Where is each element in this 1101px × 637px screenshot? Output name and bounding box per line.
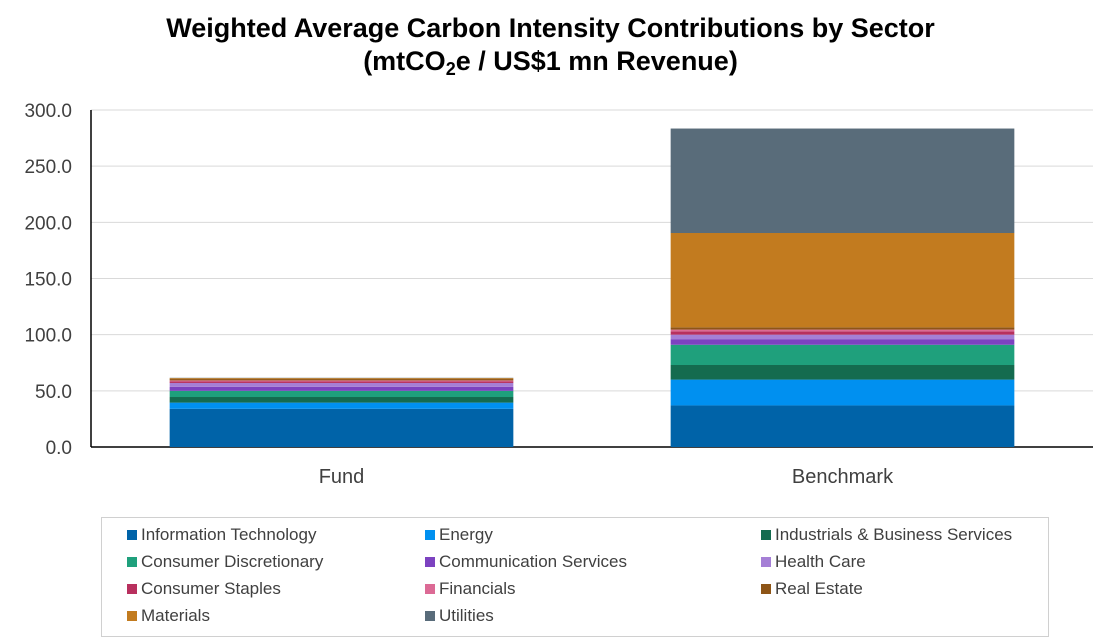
bar-segment (170, 397, 514, 403)
legend-item: Consumer Staples (127, 577, 281, 601)
legend-label: Consumer Discretionary (141, 552, 323, 572)
y-tick-label: 50.0 (35, 382, 72, 403)
chart-plot: 0.0 50.0 100.0 150.0 200.0 250.0 300.0 Fund Benc… (0, 0, 1101, 510)
legend-item: Financials (425, 577, 516, 601)
legend-label: Real Estate (775, 579, 863, 599)
legend-item: Industrials & Business Services (761, 523, 1012, 547)
bar-segment (170, 391, 514, 397)
legend-swatch (127, 530, 137, 540)
legend-swatch (761, 530, 771, 540)
legend-label: Information Technology (141, 525, 316, 545)
chart-legend: Information Technology Energy Industrials … (101, 517, 1049, 637)
legend-item: Consumer Discretionary (127, 550, 323, 574)
bar-segment (671, 380, 1015, 406)
y-tick-label: 0.0 (46, 438, 72, 459)
legend-item: Real Estate (761, 577, 863, 601)
legend-item: Health Care (761, 550, 866, 574)
y-tick-label: 200.0 (24, 213, 72, 234)
bar-segment (170, 378, 514, 379)
legend-swatch (425, 557, 435, 567)
bar-segment (671, 335, 1015, 339)
bar-segment (170, 379, 514, 380)
bar-segment (671, 327, 1015, 329)
legend-swatch (425, 584, 435, 594)
legend-label: Industrials & Business Services (775, 525, 1012, 545)
x-category-label: Fund (319, 466, 365, 488)
legend-item: Energy (425, 523, 493, 547)
bar-segment (671, 233, 1015, 327)
legend-label: Energy (439, 525, 493, 545)
bar-segment (170, 380, 514, 381)
legend-label: Financials (439, 579, 516, 599)
bar-segment (671, 331, 1015, 334)
legend-item: Utilities (425, 604, 494, 628)
bar-segment (671, 405, 1015, 447)
legend-label: Communication Services (439, 552, 627, 572)
legend-label: Materials (141, 606, 210, 626)
y-tick-label: 300.0 (24, 101, 72, 122)
legend-swatch (761, 584, 771, 594)
bar-segment (671, 365, 1015, 380)
bar-segment (671, 339, 1015, 345)
legend-item: Communication Services (425, 550, 627, 574)
bar-segment (671, 129, 1015, 233)
legend-swatch (127, 557, 137, 567)
bar-segment (671, 345, 1015, 365)
legend-swatch (127, 611, 137, 621)
x-category-label: Benchmark (792, 466, 894, 488)
bar-segment (170, 381, 514, 383)
bar-segment (170, 403, 514, 409)
y-tick-label: 250.0 (24, 157, 72, 178)
legend-swatch (127, 584, 137, 594)
y-tick-label: 100.0 (24, 326, 72, 347)
legend-swatch (761, 557, 771, 567)
bar-segment (170, 387, 514, 391)
legend-swatch (425, 530, 435, 540)
legend-swatch (425, 611, 435, 621)
bar-segment (170, 383, 514, 387)
bar-segment (170, 409, 514, 447)
legend-item: Materials (127, 604, 210, 628)
legend-label: Consumer Staples (141, 579, 281, 599)
y-tick-label: 150.0 (24, 270, 72, 291)
legend-label: Health Care (775, 552, 866, 572)
bar-segment (671, 330, 1015, 332)
legend-label: Utilities (439, 606, 494, 626)
legend-item: Information Technology (127, 523, 316, 547)
